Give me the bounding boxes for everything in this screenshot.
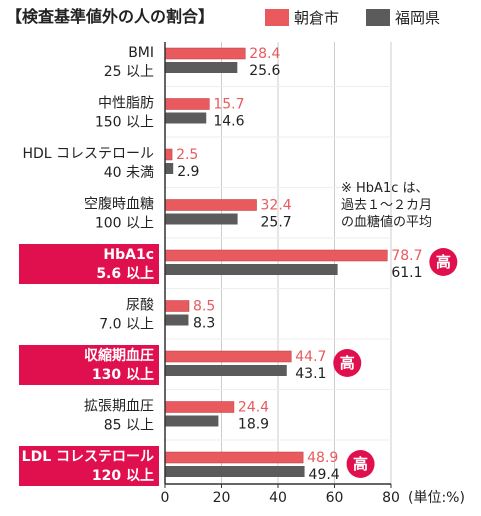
value-label-series-a: 78.7 — [391, 248, 422, 264]
x-tick-label: 80 — [382, 490, 400, 506]
bar-series-b — [165, 62, 238, 73]
value-label-series-a: 15.7 — [213, 97, 244, 113]
bar-series-b — [165, 112, 207, 124]
bar-series-a — [164, 98, 210, 110]
value-label-series-b: 61.1 — [391, 265, 422, 281]
unit-label: (単位:%) — [408, 490, 465, 506]
category-name: LDL コレステロール — [22, 449, 154, 465]
note-line-1: ※ HbA1c は、 — [341, 181, 429, 196]
legend-label-series-b: 福岡県 — [395, 9, 440, 27]
category-threshold: 150 以上 — [95, 115, 154, 131]
high-badge-label: 高 — [353, 455, 368, 473]
value-label-series-a: 2.5 — [176, 147, 198, 163]
bars — [164, 47, 388, 477]
category-name: 空腹時血糖 — [84, 196, 154, 213]
gridlines — [165, 42, 392, 484]
value-label-series-b: 8.3 — [193, 316, 215, 332]
category-name: BMI — [128, 45, 154, 61]
value-label-series-b: 18.9 — [238, 417, 269, 433]
category-highlight-box — [19, 345, 159, 385]
category-name: 収縮期血圧 — [84, 347, 154, 364]
category-threshold: 40 未満 — [104, 165, 154, 181]
note-line-3: の血糖値の平均 — [341, 214, 432, 230]
value-label-series-b: 43.1 — [295, 366, 326, 382]
x-tick-label: 40 — [269, 490, 287, 506]
x-axis: 0 20 40 60 80 — [161, 42, 400, 506]
value-label-series-b: 25.7 — [261, 215, 292, 231]
bar-series-a — [164, 47, 246, 60]
value-label-series-a: 32.4 — [261, 198, 292, 214]
bar-series-b — [165, 365, 287, 376]
high-badge-icon — [429, 248, 458, 276]
category-name: 中性脂肪 — [98, 96, 154, 112]
category-threshold: 120 以上 — [92, 468, 154, 484]
x-tick-label: 60 — [326, 490, 344, 506]
bar-series-b — [165, 163, 174, 174]
bar-series-b — [165, 415, 219, 427]
category-highlight-box — [19, 446, 159, 486]
high-badge-icon — [346, 450, 375, 478]
high-badge-label: 高 — [340, 354, 355, 372]
value-label-series-b: 25.6 — [249, 63, 280, 79]
x-tick-label: 0 — [161, 490, 170, 506]
bar-series-b — [165, 466, 305, 477]
bar-series-a — [164, 199, 257, 211]
category-threshold: 25 以上 — [104, 64, 154, 80]
bar-series-a — [164, 401, 235, 413]
category-threshold: 100 以上 — [95, 216, 154, 232]
bar-series-a — [164, 148, 173, 161]
value-label-series-a: 48.9 — [307, 450, 338, 466]
high-badge-icon — [333, 349, 362, 377]
legend-swatch-series-a — [265, 9, 289, 26]
legend-label-series-a: 朝倉市 — [294, 9, 339, 27]
category-name: 拡張期血圧 — [84, 399, 154, 415]
category-threshold: 85 以上 — [104, 418, 154, 434]
chart-title: 【検査基準値外の人の割合】 — [6, 7, 214, 26]
category-highlight-box — [19, 244, 159, 284]
category-name: HbA1c — [103, 247, 154, 263]
data-labels: 28.425.6 15.714.6 2.52.9 32.425.7 78.761.1 8.… — [176, 46, 422, 483]
bar-series-a — [164, 249, 388, 262]
legend-swatch-series-b — [366, 9, 390, 26]
value-label-series-a: 44.7 — [295, 349, 326, 365]
value-label-series-a: 28.4 — [249, 46, 280, 62]
value-label-series-b: 49.4 — [309, 467, 340, 483]
x-tick-label: 20 — [213, 490, 231, 506]
note: ※ HbA1c は、 過去１～２カ月 の血糖値の平均 — [341, 181, 432, 230]
high-badge-label: 高 — [436, 253, 451, 271]
bar-series-a — [164, 300, 190, 312]
bar-series-a — [164, 451, 304, 464]
category-threshold: 130 以上 — [92, 367, 154, 383]
bar-series-b — [165, 213, 238, 225]
bar-series-b — [165, 264, 338, 275]
bar-series-b — [165, 314, 189, 326]
note-line-2: 過去１～２カ月 — [341, 198, 432, 213]
category-threshold: 5.6 以上 — [96, 266, 154, 282]
legend: 朝倉市 福岡県 — [265, 9, 440, 27]
value-label-series-a: 8.5 — [193, 299, 215, 315]
category-threshold: 7.0 以上 — [99, 317, 154, 333]
value-label-series-b: 14.6 — [213, 114, 244, 130]
badges: 高高高 — [333, 248, 458, 478]
category-name: HDL コレステロール — [22, 146, 154, 162]
value-label-series-a: 24.4 — [238, 400, 269, 416]
category-name: 尿酸 — [126, 298, 154, 314]
bar-series-a — [164, 350, 292, 363]
value-label-series-b: 2.9 — [177, 164, 199, 180]
